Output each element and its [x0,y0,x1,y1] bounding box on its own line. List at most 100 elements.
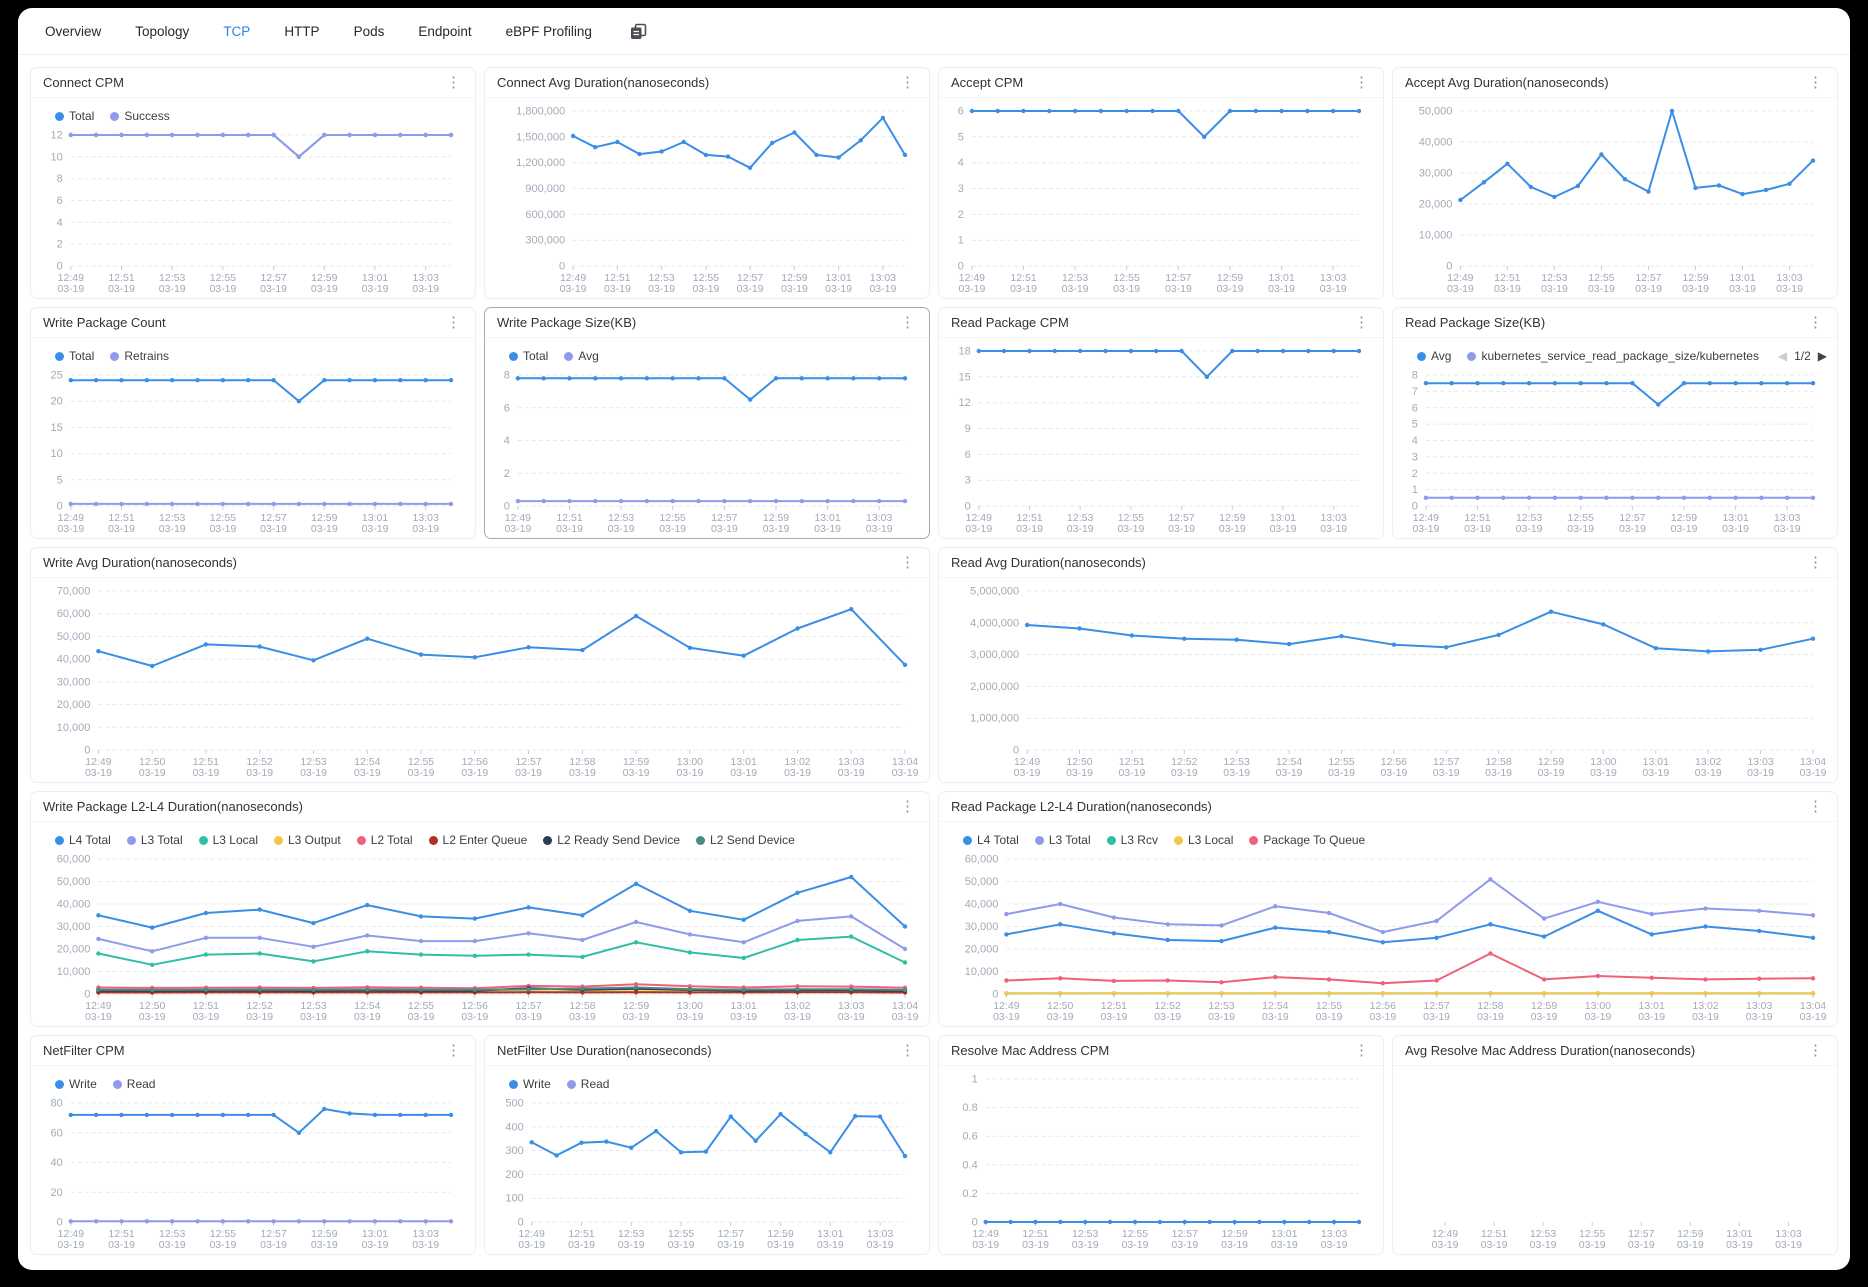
legend-item-total[interactable]: Total [55,349,94,363]
svg-text:03-19: 03-19 [1271,1239,1298,1251]
svg-text:03-19: 03-19 [1047,1011,1074,1023]
kebab-menu-icon[interactable]: ⋮ [900,554,915,571]
legend-label: Total [69,109,95,123]
line-chart-accept-cpm[interactable]: 0 1 2 3 4 5 6 12:49 03-19 12:51 03-19 12:53 03-19 12:… [949,104,1373,296]
kebab-menu-icon[interactable]: ⋮ [1354,74,1369,91]
legend-item-l2-enter-queue[interactable]: L2 Enter Queue [428,833,528,847]
svg-text:4: 4 [57,217,63,229]
tab-pods[interactable]: Pods [353,23,385,39]
copy-dashboard-icon[interactable] [630,23,647,40]
kebab-menu-icon[interactable]: ⋮ [900,314,915,331]
legend-item-write[interactable]: Write [509,1077,551,1091]
chart-card-write-package-l2l4-duration: Write Package L2-L4 Duration(nanoseconds… [30,791,930,1027]
line-chart-accept-avg-duration[interactable]: 0 10,000 20,000 30,000 40,000 50,000 12:49 03-1… [1403,104,1827,296]
legend-item-write[interactable]: Write [55,1077,97,1091]
svg-text:12:49: 12:49 [58,1228,84,1240]
kebab-menu-icon[interactable]: ⋮ [446,74,461,91]
svg-text:12:53: 12:53 [1541,272,1567,284]
line-chart-write-package-l2l4-duration[interactable]: 0 10,000 20,000 30,000 40,000 50,000 60,000 12:… [41,852,919,1024]
legend-item-total[interactable]: Total [509,349,548,363]
tab-ebpf-profiling[interactable]: eBPF Profiling [505,23,592,39]
svg-text:03-19: 03-19 [1117,523,1144,535]
legend-item-avg[interactable]: Avg [1417,349,1451,363]
legend-label: L3 Total [140,833,183,847]
legend-item-l2-send-device[interactable]: L2 Send Device [696,833,795,847]
legend-item-l3-local[interactable]: L3 Local [1173,833,1233,847]
legend-next-page-button[interactable]: ▶ [1817,349,1827,363]
legend-label: L2 Enter Queue [442,833,528,847]
tab-topology[interactable]: Topology [135,23,190,39]
line-chart-write-avg-duration[interactable]: 0 10,000 20,000 30,000 40,000 50,000 60,000 70,… [41,584,919,780]
legend-item-l2-ready-send-device[interactable]: L2 Ready Send Device [543,833,680,847]
svg-text:12:50: 12:50 [1047,1000,1073,1012]
legend-item-total[interactable]: Total [55,109,94,123]
kebab-menu-icon[interactable]: ⋮ [1808,798,1823,815]
svg-text:12:51: 12:51 [193,756,219,768]
svg-text:0: 0 [972,1217,978,1229]
kebab-menu-icon[interactable]: ⋮ [900,798,915,815]
line-chart-read-avg-duration[interactable]: 0 1,000,000 2,000,000 3,000,000 4,000,000 5,0… [949,584,1827,780]
legend-item-l3-rcv[interactable]: L3 Rcv [1106,833,1158,847]
svg-text:03-19: 03-19 [763,523,790,535]
chart-card-header: Connect CPM ⋮ [31,68,475,98]
kebab-menu-icon[interactable]: ⋮ [446,314,461,331]
line-chart-netfilter-use-duration[interactable]: 0 100 200 300 400 500 12:49 03-19 12:51 03-19 12:5… [495,1096,919,1252]
legend-item-l3-total[interactable]: L3 Total [1034,833,1091,847]
tab-http[interactable]: HTTP [284,23,320,39]
svg-text:12:49: 12:49 [85,756,111,768]
legend-item-l4-total[interactable]: L4 Total [963,833,1019,847]
kebab-menu-icon[interactable]: ⋮ [1808,554,1823,571]
legend-item-kubernetes-service-read-package-size-kub[interactable]: kubernetes_service_read_package_size/kub… [1467,349,1769,363]
legend-item-l3-total[interactable]: L3 Total [126,833,183,847]
legend-item-avg[interactable]: Avg [564,349,599,363]
tab-endpoint[interactable]: Endpoint [418,23,472,39]
svg-text:13:01: 13:01 [817,1228,843,1240]
line-chart-read-package-l2l4-duration[interactable]: 0 10,000 20,000 30,000 40,000 50,000 60,000 12:… [949,852,1827,1024]
legend-item-read[interactable]: Read [112,1077,155,1091]
legend-item-success[interactable]: Success [110,109,170,123]
line-chart-avg-resolve-mac-address-duration[interactable]: 12:49 03-19 12:51 03-19 12:53 03-19 12:55 03-19… [1403,1072,1827,1252]
svg-text:2: 2 [958,209,964,221]
svg-text:25: 25 [51,370,63,382]
kebab-menu-icon[interactable]: ⋮ [1808,1042,1823,1059]
kebab-menu-icon[interactable]: ⋮ [900,74,915,91]
legend-item-read[interactable]: Read [566,1077,609,1091]
kebab-menu-icon[interactable]: ⋮ [1354,314,1369,331]
line-chart-connect-cpm[interactable]: 0 2 4 6 8 10 12 12:49 03-19 12:51 03-19 12:53 03-19 1… [41,128,465,296]
kebab-menu-icon[interactable]: ⋮ [1354,1042,1369,1059]
line-chart-write-package-count[interactable]: 0 5 10 15 20 25 12:49 03-19 12:51 03-19 12:53 03-19… [41,368,465,536]
line-chart-write-package-size[interactable]: 0 2 4 6 8 12:49 03-19 12:51 03-19 12:53 03-19 12:55… [495,368,919,536]
legend-item-retrains[interactable]: Retrains [110,349,169,363]
svg-text:12:49: 12:49 [560,272,586,284]
line-chart-netfilter-cpm[interactable]: 0 20 40 60 80 12:49 03-19 12:51 03-19 12:53 03-19 1… [41,1096,465,1252]
tab-overview[interactable]: Overview [45,23,102,39]
legend-item-l3-local[interactable]: L3 Local [198,833,258,847]
svg-text:03-19: 03-19 [408,767,435,779]
svg-text:03-19: 03-19 [1223,767,1250,779]
kebab-menu-icon[interactable]: ⋮ [1808,74,1823,91]
svg-text:12:55: 12:55 [693,272,719,284]
svg-text:03-19: 03-19 [1677,1239,1704,1251]
legend-prev-page-button[interactable]: ◀ [1777,349,1788,363]
legend-item-l4-total[interactable]: L4 Total [55,833,111,847]
kebab-menu-icon[interactable]: ⋮ [900,1042,915,1059]
line-chart-resolve-mac-address-cpm[interactable]: 0 0.2 0.4 0.6 0.8 1 12:49 03-19 12:51 03-19 12:53 0… [949,1072,1373,1252]
legend-item-l3-output[interactable]: L3 Output [274,833,341,847]
line-chart-read-package-cpm[interactable]: 0 3 6 9 12 15 18 12:49 03-19 12:51 03-19 12:53 03-19… [949,344,1373,536]
svg-text:0: 0 [57,1217,63,1229]
svg-text:12:49: 12:49 [973,1228,999,1240]
svg-text:03-19: 03-19 [192,1011,219,1023]
chart-body: 0 10,000 20,000 30,000 40,000 50,000 12:49 03-1… [1393,98,1837,298]
chart-card-header: Read Avg Duration(nanoseconds) ⋮ [939,548,1837,578]
legend-dot-icon [55,1079,64,1089]
tab-tcp[interactable]: TCP [223,23,251,39]
svg-text:03-19: 03-19 [958,283,985,295]
line-chart-connect-avg-duration[interactable]: 0 300,000 600,000 900,000 1,200,000 1,500,000… [495,104,919,296]
legend-item-l2-total[interactable]: L2 Total [356,833,413,847]
kebab-menu-icon[interactable]: ⋮ [446,1042,461,1059]
line-chart-read-package-size[interactable]: 0 1 2 3 4 5 6 7 8 12:49 03-19 12:51 03-19 12:53 03-19 1… [1403,368,1827,536]
svg-text:12:53: 12:53 [1072,1228,1098,1240]
chart-body: 0 300,000 600,000 900,000 1,200,000 1,500,000… [485,98,929,298]
legend-item-package-to-queue[interactable]: Package To Queue [1249,833,1365,847]
kebab-menu-icon[interactable]: ⋮ [1808,314,1823,331]
